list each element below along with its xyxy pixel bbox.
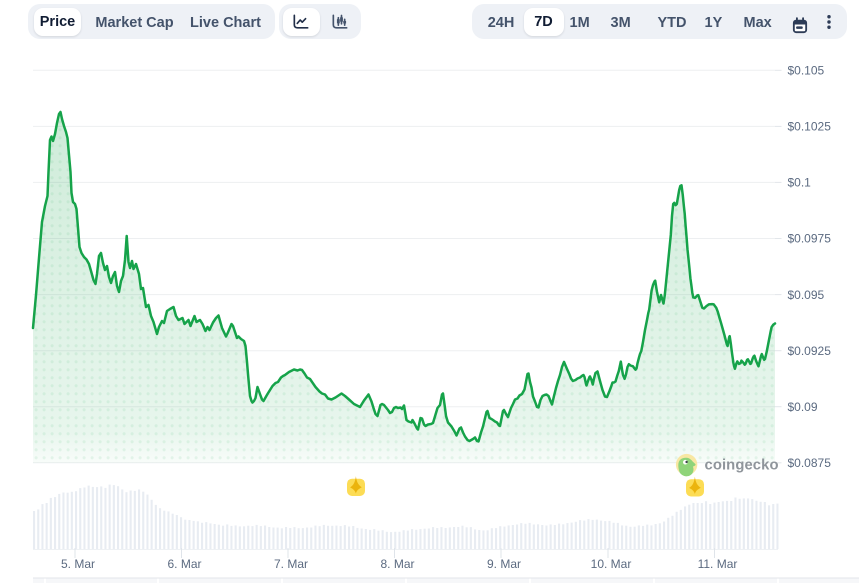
- svg-text:6. Mar: 6. Mar: [167, 557, 201, 571]
- svg-text:$0.095: $0.095: [788, 288, 825, 302]
- svg-text:10. Mar: 10. Mar: [591, 557, 632, 571]
- svg-text:9. Mar: 9. Mar: [487, 557, 521, 571]
- svg-text:5. Mar: 5. Mar: [61, 557, 95, 571]
- svg-text:$0.0925: $0.0925: [788, 344, 832, 358]
- svg-text:8. Mar: 8. Mar: [380, 557, 414, 571]
- svg-text:7. Mar: 7. Mar: [274, 557, 308, 571]
- svg-text:$0.0875: $0.0875: [788, 456, 832, 470]
- svg-text:coingecko: coingecko: [705, 458, 779, 474]
- svg-text:$0.1025: $0.1025: [788, 120, 832, 134]
- svg-text:$0.1: $0.1: [788, 176, 812, 190]
- svg-text:$0.0975: $0.0975: [788, 232, 832, 246]
- svg-text:11. Mar: 11. Mar: [698, 557, 738, 571]
- svg-text:$0.09: $0.09: [788, 400, 818, 414]
- svg-text:$0.105: $0.105: [788, 64, 825, 78]
